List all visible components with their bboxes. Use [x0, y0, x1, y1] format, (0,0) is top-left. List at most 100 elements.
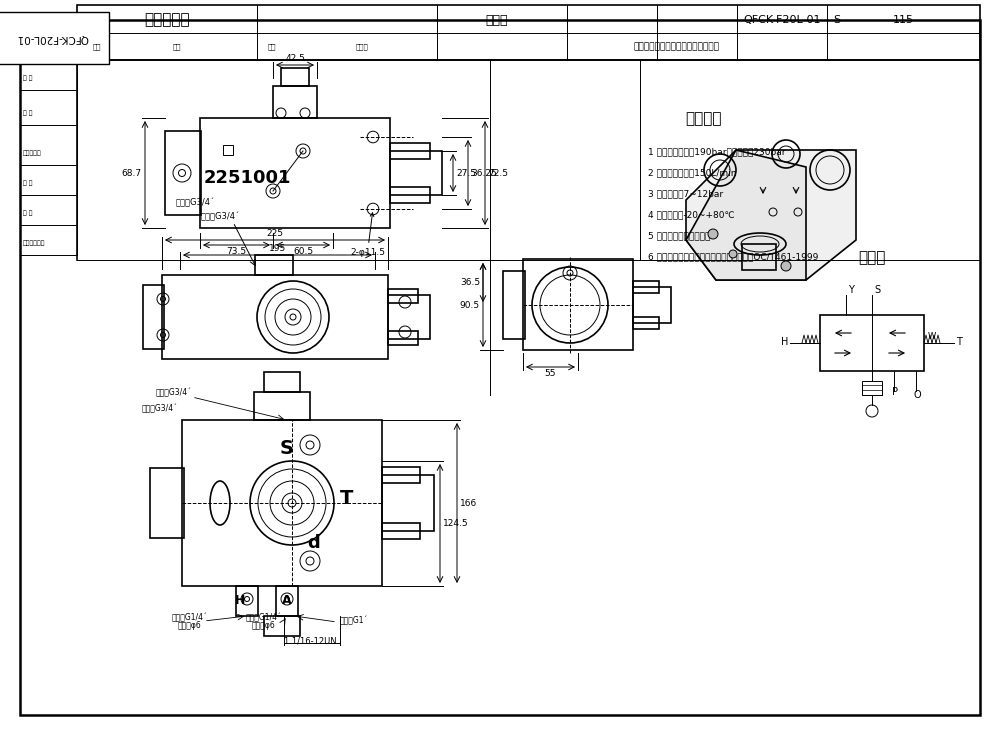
Text: 4 工作温度：-20~+80℃: 4 工作温度：-20~+80℃: [648, 210, 735, 219]
Bar: [390, 187, 430, 203]
Text: 审核: 审核: [173, 43, 181, 50]
Text: 27.5: 27.5: [456, 168, 476, 177]
Bar: [264, 372, 300, 392]
Text: T: T: [956, 337, 962, 347]
Bar: [390, 151, 442, 195]
Text: 1 1/16-12UN: 1 1/16-12UN: [284, 636, 336, 645]
Bar: [223, 145, 233, 155]
Text: 标准化: 标准化: [356, 43, 368, 50]
Text: S: S: [833, 15, 841, 25]
Text: 60.5: 60.5: [293, 247, 313, 256]
Text: 68.7: 68.7: [121, 168, 141, 177]
Text: 2 流量：最大流量150L/min: 2 流量：最大流量150L/min: [648, 168, 736, 177]
Bar: [382, 467, 420, 483]
Bar: [382, 475, 434, 531]
Bar: [633, 317, 659, 329]
Bar: [150, 468, 184, 538]
Text: QFCK-F20L-01: QFCK-F20L-01: [743, 15, 821, 25]
Text: 5 工作介质：抗磨液压油: 5 工作介质：抗磨液压油: [648, 231, 710, 240]
Bar: [633, 287, 671, 323]
Bar: [523, 259, 633, 350]
Text: S: S: [874, 285, 880, 295]
Bar: [388, 289, 418, 303]
Bar: [255, 255, 293, 275]
Polygon shape: [686, 150, 856, 280]
Bar: [388, 295, 430, 339]
Circle shape: [729, 250, 737, 258]
Text: d: d: [308, 534, 320, 552]
Bar: [254, 392, 310, 420]
Text: 3 控制气压：7~12bar: 3 控制气压：7~12bar: [648, 189, 723, 198]
Bar: [281, 68, 309, 86]
Text: Y: Y: [848, 285, 854, 295]
Text: 技术参数: 技术参数: [685, 112, 721, 126]
Text: 6 产品执行标准：《汽车换向阀技术条件》QC/T461-1999: 6 产品执行标准：《汽车换向阀技术条件》QC/T461-1999: [648, 252, 818, 261]
Text: 124.5: 124.5: [443, 519, 469, 528]
Text: 回油口G3/4´: 回油口G3/4´: [142, 404, 178, 413]
Text: 接气管φ6: 接气管φ6: [178, 621, 202, 630]
Bar: [388, 331, 418, 345]
Bar: [165, 131, 201, 215]
Text: 73.5: 73.5: [226, 247, 247, 256]
Text: QFCK-F20L-01: QFCK-F20L-01: [16, 33, 88, 43]
Text: 进气管φ6: 进气管φ6: [252, 621, 276, 630]
Text: 常州市武进安行液压件制造有限公司: 常州市武进安行液压件制造有限公司: [634, 43, 720, 51]
Text: 批准: 批准: [268, 43, 276, 50]
Text: O: O: [914, 390, 922, 400]
Text: 进油口G3/4´: 进油口G3/4´: [156, 388, 192, 397]
Circle shape: [781, 261, 791, 271]
Text: 组合件: 组合件: [486, 13, 508, 26]
Text: S: S: [280, 439, 294, 457]
Bar: [77, 5, 980, 60]
Text: 原理图: 原理图: [858, 251, 886, 265]
Text: 日 期: 日 期: [23, 75, 32, 81]
Text: 42.5: 42.5: [285, 54, 305, 63]
Polygon shape: [686, 150, 806, 280]
Text: 回油口G3/4´: 回油口G3/4´: [175, 198, 215, 207]
Text: 36.25: 36.25: [471, 168, 497, 177]
Text: T: T: [340, 489, 354, 507]
Text: 液压换向阀: 液压换向阀: [144, 12, 190, 27]
Text: H: H: [235, 593, 245, 606]
Text: 管通用件登记: 管通用件登记: [23, 240, 46, 245]
Bar: [820, 315, 924, 371]
Bar: [503, 271, 525, 339]
Text: 拟制: 拟制: [93, 43, 101, 50]
Text: 1 压力：额定压力190bar，最大压力230bar: 1 压力：额定压力190bar，最大压力230bar: [648, 147, 786, 156]
Text: 36.5: 36.5: [460, 278, 480, 287]
Text: 2251001: 2251001: [203, 169, 291, 187]
Bar: [236, 586, 258, 616]
Text: 195: 195: [269, 244, 286, 253]
Text: 标底图总号: 标底图总号: [23, 150, 42, 156]
Bar: [273, 86, 317, 118]
Text: 签 字: 签 字: [23, 110, 32, 116]
Text: 115: 115: [893, 15, 914, 25]
Text: 回油口G1´: 回油口G1´: [340, 616, 368, 625]
Text: H: H: [781, 337, 788, 347]
Text: A: A: [282, 593, 292, 606]
Bar: [264, 616, 300, 636]
Bar: [276, 586, 298, 616]
Bar: [200, 118, 390, 228]
Bar: [390, 143, 430, 159]
Text: 90.5: 90.5: [460, 301, 480, 309]
Text: 排气口G1/4´: 排气口G1/4´: [172, 613, 208, 622]
Text: 校 准: 校 准: [23, 180, 32, 186]
Text: W: W: [928, 332, 936, 341]
Bar: [742, 244, 776, 270]
Circle shape: [708, 229, 718, 239]
Bar: [162, 275, 388, 359]
Bar: [182, 420, 382, 586]
Text: 进油口G3/4´: 进油口G3/4´: [200, 212, 240, 221]
Bar: [382, 523, 420, 539]
Text: 166: 166: [460, 498, 477, 507]
Text: 描 图: 描 图: [23, 210, 32, 216]
Bar: [143, 285, 164, 349]
Bar: [862, 381, 882, 395]
Bar: [633, 281, 659, 293]
Text: P: P: [892, 387, 898, 397]
Text: 72.5: 72.5: [488, 168, 508, 177]
Text: 2-φ11.5: 2-φ11.5: [350, 213, 385, 257]
Text: 225: 225: [266, 229, 284, 238]
Text: 进气口G1/4´: 进气口G1/4´: [246, 613, 282, 622]
